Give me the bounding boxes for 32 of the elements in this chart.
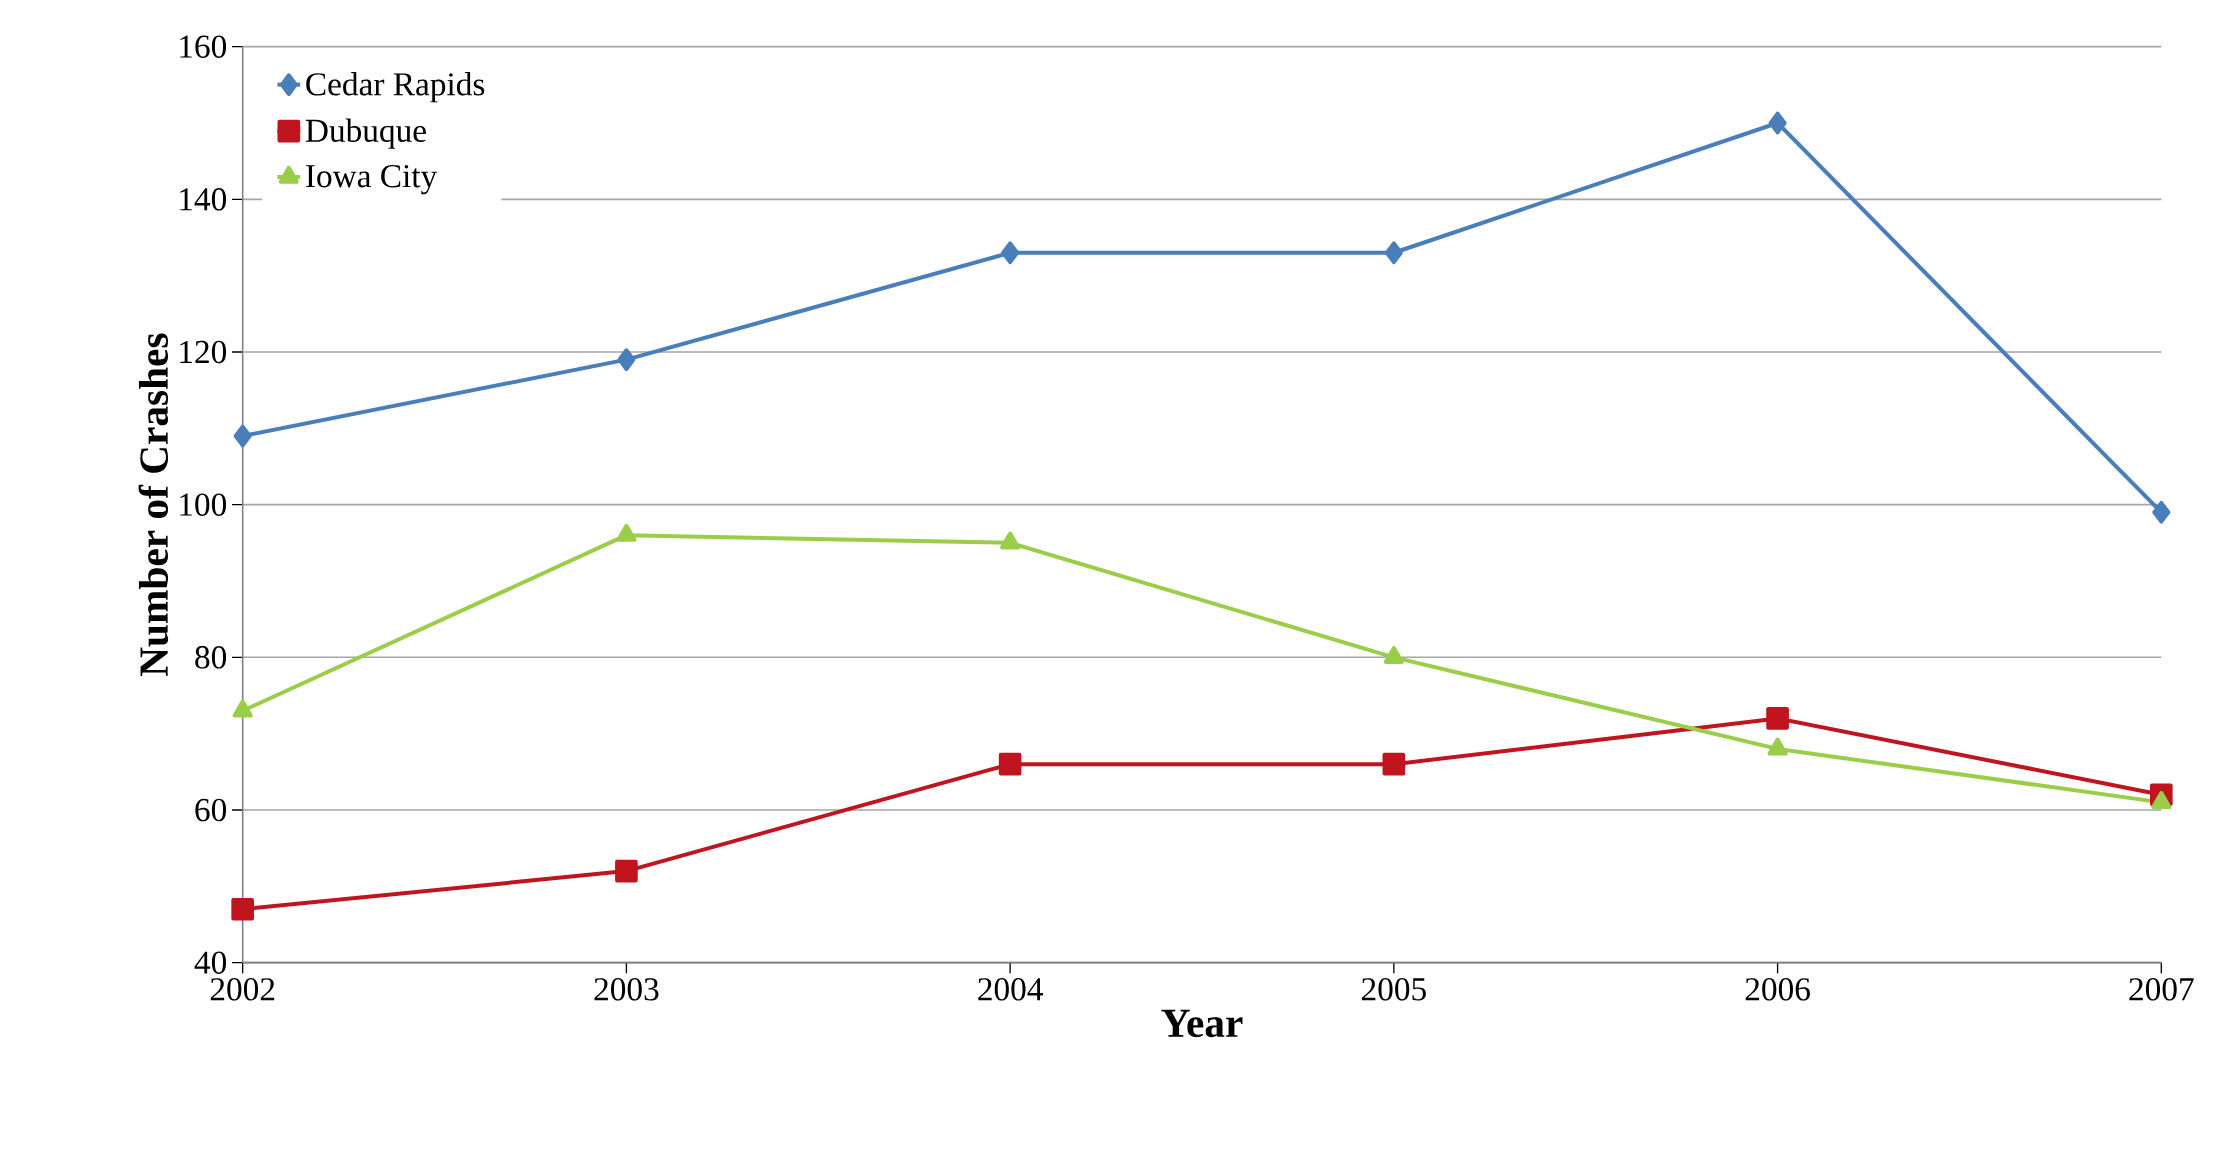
legend-label: Dubuque bbox=[305, 118, 426, 149]
point bbox=[615, 859, 638, 883]
point bbox=[1766, 706, 1789, 730]
point bbox=[232, 699, 253, 718]
x-tick-label: 2007 bbox=[2129, 977, 2194, 1001]
y-tick-label: 80 bbox=[195, 645, 227, 669]
point bbox=[1000, 531, 1021, 550]
point bbox=[1768, 111, 1787, 135]
point bbox=[1384, 241, 1403, 264]
x-tick-label: 2006 bbox=[1745, 977, 1810, 1001]
y-tick-label: 60 bbox=[195, 798, 227, 822]
point bbox=[1767, 737, 1788, 756]
y-tick-label: 40 bbox=[194, 951, 227, 974]
point bbox=[1001, 241, 1020, 264]
y-tick-label: 120 bbox=[180, 340, 227, 364]
y-tick-label: 160 bbox=[180, 35, 227, 58]
point bbox=[231, 897, 255, 921]
x-axis-title: Year bbox=[1161, 1009, 1243, 1037]
y-tick-label: 100 bbox=[180, 493, 227, 516]
x-tick-label: 2002 bbox=[210, 977, 275, 1001]
legend-label: Cedar Rapids bbox=[306, 71, 485, 103]
y-axis-title: Number of Crashes bbox=[138, 333, 169, 676]
x-tick-label: 2003 bbox=[594, 977, 659, 1001]
y-tick-label: 140 bbox=[180, 187, 227, 211]
point bbox=[2152, 500, 2171, 524]
point bbox=[998, 752, 1022, 776]
legend-label: Iowa City bbox=[306, 164, 438, 195]
point bbox=[233, 424, 252, 448]
point bbox=[617, 348, 636, 371]
point bbox=[1382, 752, 1406, 776]
x-tick-label: 2005 bbox=[1361, 977, 1426, 1001]
x-tick-label: 2004 bbox=[978, 977, 1043, 1001]
